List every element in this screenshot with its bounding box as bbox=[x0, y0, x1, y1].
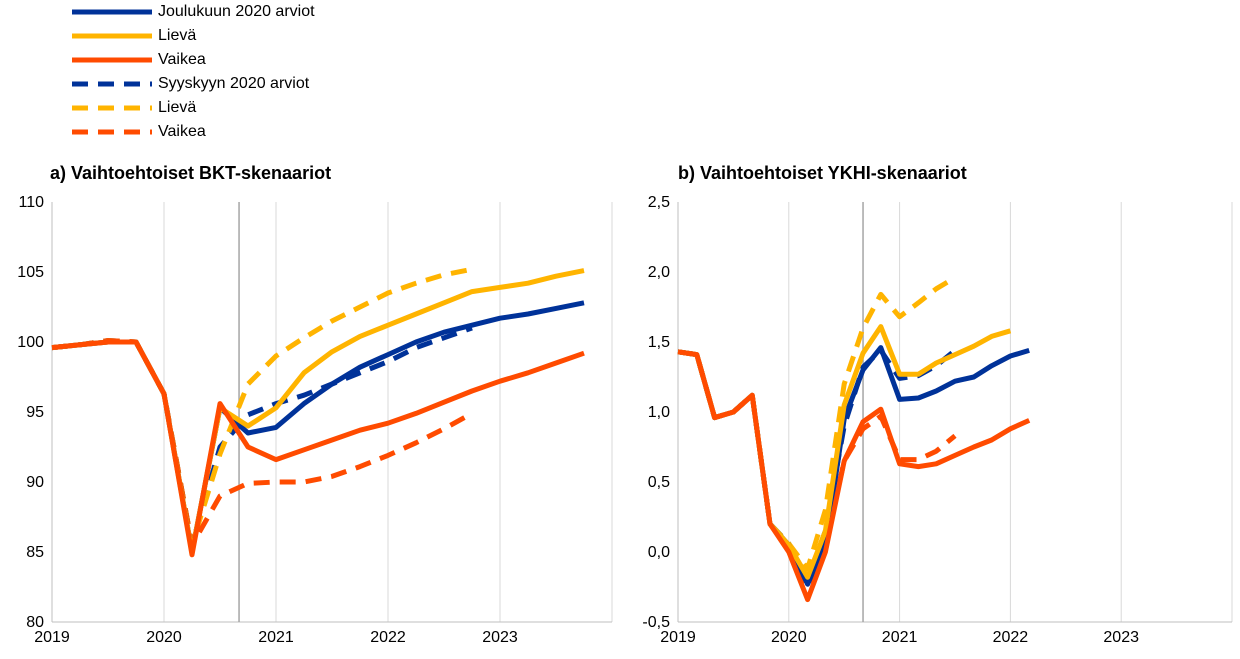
series-line-september-4 bbox=[677, 275, 957, 572]
legend-item: Lievä bbox=[70, 96, 400, 120]
legend-label: Joulukuun 2020 arviot bbox=[158, 3, 315, 20]
panel-b-title: b) Vaihtoehtoiset YKHI-skenaariot bbox=[678, 163, 967, 183]
legend-swatch bbox=[72, 81, 152, 87]
y-tick-label: 1,0 bbox=[648, 404, 670, 421]
y-tick-label: 80 bbox=[26, 614, 44, 631]
x-tick-label: 2021 bbox=[258, 629, 294, 646]
y-tick-label: 110 bbox=[18, 194, 44, 211]
legend-swatch bbox=[72, 33, 152, 39]
legend-swatch bbox=[72, 57, 152, 63]
y-tick-label: 95 bbox=[26, 404, 44, 421]
y-tick-label: 90 bbox=[26, 474, 44, 491]
x-tick-label: 2019 bbox=[660, 629, 696, 646]
series-line-september-5 bbox=[677, 349, 957, 590]
series-line-december-2 bbox=[51, 339, 585, 558]
series-line-september-4 bbox=[51, 266, 473, 548]
legend-label: Lievä bbox=[158, 99, 197, 116]
series-line-december-2 bbox=[677, 349, 1031, 603]
chart-panel-a: 80 85 90 95 100 105 110 2019 2020 2021 2022 2023 bbox=[17, 194, 613, 646]
y-tick-label: 2,0 bbox=[648, 264, 670, 281]
y-tick-label: 85 bbox=[26, 544, 44, 561]
x-tick-label: 2020 bbox=[771, 629, 807, 646]
x-tick-label: 2020 bbox=[146, 629, 182, 646]
legend-swatch bbox=[72, 129, 152, 135]
legend-swatch bbox=[72, 105, 152, 111]
panel-a-title: a) Vaihtoehtoiset BKT-skenaariot bbox=[50, 163, 332, 183]
x-tick-label: 2022 bbox=[370, 629, 406, 646]
y-tick-label: 100 bbox=[17, 334, 44, 351]
y-tick-label: 105 bbox=[17, 264, 44, 281]
chart-panel-b: -0,5 0,0 0,5 1,0 1,5 2,0 2,5 2019 2020 2021 2022 20… bbox=[642, 194, 1233, 646]
series-line-december-1 bbox=[51, 268, 585, 555]
y-tick-label: 0,5 bbox=[648, 474, 670, 491]
y-tick-label: 2,5 bbox=[648, 194, 670, 211]
chart-legend: Joulukuun 2020 arviot Lievä Vaikea Syyskyyn… bbox=[70, 0, 400, 148]
legend-item: Vaikea bbox=[70, 48, 400, 72]
legend-label: Vaikea bbox=[158, 51, 206, 68]
x-tick-label: 2021 bbox=[882, 629, 918, 646]
x-tick-label: 2023 bbox=[482, 629, 518, 646]
legend-item: Joulukuun 2020 arviot bbox=[70, 0, 400, 24]
y-tick-label: 0,0 bbox=[648, 544, 670, 561]
legend-label: Vaikea bbox=[158, 123, 206, 140]
x-tick-label: 2019 bbox=[34, 629, 70, 646]
y-tick-label: 1,5 bbox=[648, 334, 670, 351]
series-line-september-5 bbox=[51, 338, 474, 548]
legend-swatch bbox=[72, 9, 152, 15]
legend-item: Lievä bbox=[70, 24, 400, 48]
x-tick-label: 2022 bbox=[993, 629, 1029, 646]
legend-label: Syyskyyn 2020 arviot bbox=[158, 75, 310, 92]
legend-label: Lievä bbox=[158, 27, 197, 44]
y-tick-label: -0,5 bbox=[642, 614, 670, 631]
legend-item: Syyskyyn 2020 arviot bbox=[70, 72, 400, 96]
series-line-september-3 bbox=[51, 325, 473, 548]
x-tick-label: 2023 bbox=[1103, 629, 1139, 646]
legend-item: Vaikea bbox=[70, 120, 400, 144]
